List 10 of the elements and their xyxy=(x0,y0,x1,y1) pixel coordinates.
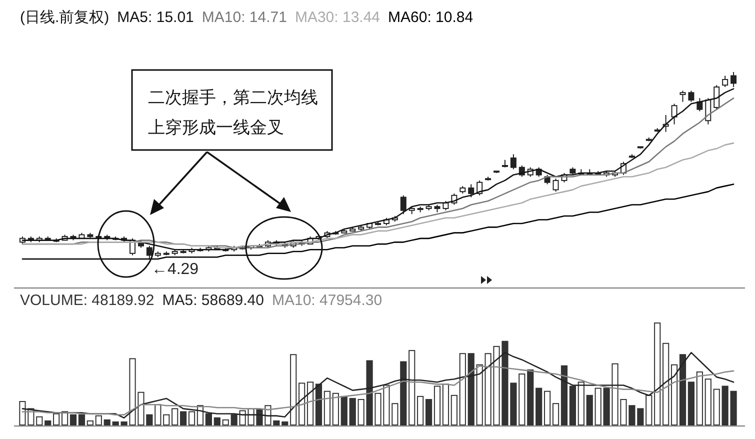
text: MA10: 14.71 xyxy=(202,9,287,26)
annotation: 二次握手，第二次均线上穿形成一线金叉 xyxy=(148,88,318,137)
text: MA5: 15.01 xyxy=(117,9,194,26)
text: MA30: 13.44 xyxy=(294,9,380,26)
text: MA60: 10.84 xyxy=(388,9,474,26)
text: MA10: 47954.30 xyxy=(272,292,382,309)
chart-title: (日线.前复权) xyxy=(20,9,110,26)
annotation: ←4.29 xyxy=(151,261,199,278)
text: VOLUME: 48189.92 xyxy=(20,292,154,309)
text: MA5: 58689.40 xyxy=(162,292,264,309)
